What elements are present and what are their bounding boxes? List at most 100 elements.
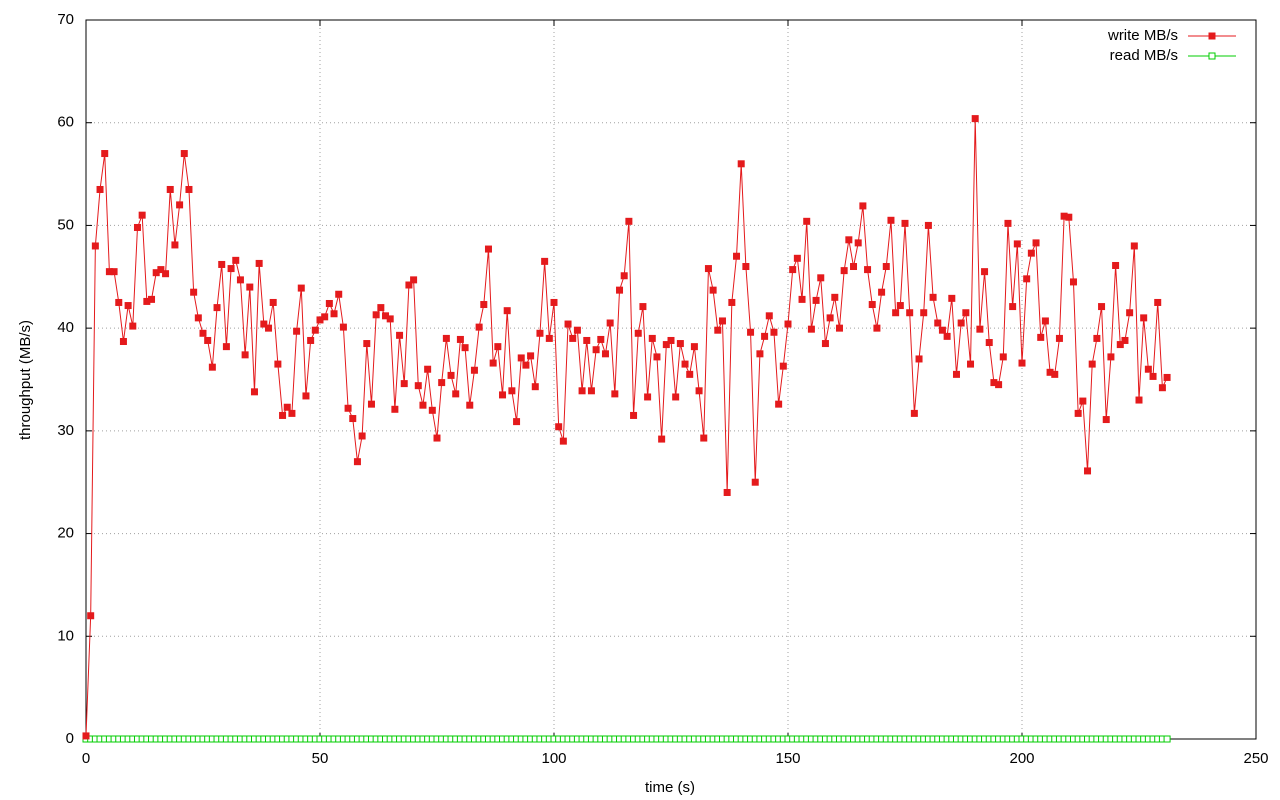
point	[442, 334, 450, 342]
point	[653, 353, 661, 361]
point	[204, 336, 212, 344]
point	[910, 409, 918, 417]
legend-label: read MB/s	[1110, 47, 1178, 64]
point	[714, 326, 722, 334]
point	[190, 288, 198, 296]
x-tick-label: 50	[312, 750, 329, 767]
point	[985, 339, 993, 347]
point	[559, 437, 567, 445]
x-tick-label: 200	[1009, 750, 1034, 767]
point	[157, 266, 165, 274]
point	[1126, 309, 1134, 317]
point	[414, 382, 422, 390]
point	[489, 359, 497, 367]
y-tick-label: 60	[57, 114, 74, 131]
point	[218, 260, 226, 268]
point	[396, 331, 404, 339]
y-tick-label: 20	[57, 525, 74, 542]
point	[798, 295, 806, 303]
point	[124, 302, 132, 310]
point	[1102, 416, 1110, 424]
point	[461, 344, 469, 352]
y-tick-label: 10	[57, 627, 74, 644]
point	[1018, 359, 1026, 367]
point	[1140, 314, 1148, 322]
point	[952, 370, 960, 378]
point	[367, 400, 375, 408]
point	[999, 353, 1007, 361]
x-tick-label: 0	[82, 750, 90, 767]
point	[325, 299, 333, 307]
legend-label: write MB/s	[1107, 27, 1178, 44]
point	[723, 488, 731, 496]
point	[859, 202, 867, 210]
point	[564, 320, 572, 328]
point	[470, 366, 478, 374]
point	[293, 327, 301, 335]
point	[513, 418, 521, 426]
series	[82, 115, 1171, 740]
point	[924, 221, 932, 229]
point	[475, 323, 483, 331]
point	[934, 319, 942, 327]
point	[728, 298, 736, 306]
point	[1065, 213, 1073, 221]
point	[1107, 353, 1115, 361]
point	[1074, 409, 1082, 417]
point	[601, 350, 609, 358]
point	[447, 371, 455, 379]
point	[845, 236, 853, 244]
point	[756, 350, 764, 358]
point	[573, 326, 581, 334]
y-tick-label: 0	[66, 730, 74, 747]
point	[1088, 360, 1096, 368]
point	[499, 391, 507, 399]
point	[250, 388, 258, 396]
point	[87, 612, 95, 620]
point	[349, 415, 357, 423]
point	[517, 354, 525, 362]
point	[1149, 372, 1157, 380]
point	[339, 323, 347, 331]
point	[948, 294, 956, 302]
point	[452, 390, 460, 398]
point	[1023, 275, 1031, 283]
point	[1079, 397, 1087, 405]
point	[288, 409, 296, 417]
point	[812, 296, 820, 304]
point	[868, 301, 876, 309]
point	[938, 326, 946, 334]
point	[236, 276, 244, 284]
point	[307, 336, 315, 344]
point	[569, 334, 577, 342]
point	[246, 283, 254, 291]
point	[353, 458, 361, 466]
point	[864, 266, 872, 274]
point	[1084, 467, 1092, 475]
point	[648, 334, 656, 342]
point	[625, 217, 633, 225]
point	[433, 434, 441, 442]
point	[503, 307, 511, 315]
point	[639, 303, 647, 311]
point	[1098, 303, 1106, 311]
point	[438, 379, 446, 387]
point	[82, 732, 90, 740]
point	[592, 346, 600, 354]
point	[265, 324, 273, 332]
point	[803, 217, 811, 225]
point	[981, 268, 989, 276]
point	[344, 404, 352, 412]
point	[456, 335, 464, 343]
point	[1041, 317, 1049, 325]
point	[821, 340, 829, 348]
x-tick-label: 100	[541, 750, 566, 767]
point	[672, 393, 680, 401]
point	[929, 293, 937, 301]
y-tick-label: 70	[57, 11, 74, 28]
point	[213, 304, 221, 312]
point	[634, 329, 642, 337]
point	[91, 242, 99, 250]
point	[241, 351, 249, 359]
point	[1130, 242, 1138, 250]
